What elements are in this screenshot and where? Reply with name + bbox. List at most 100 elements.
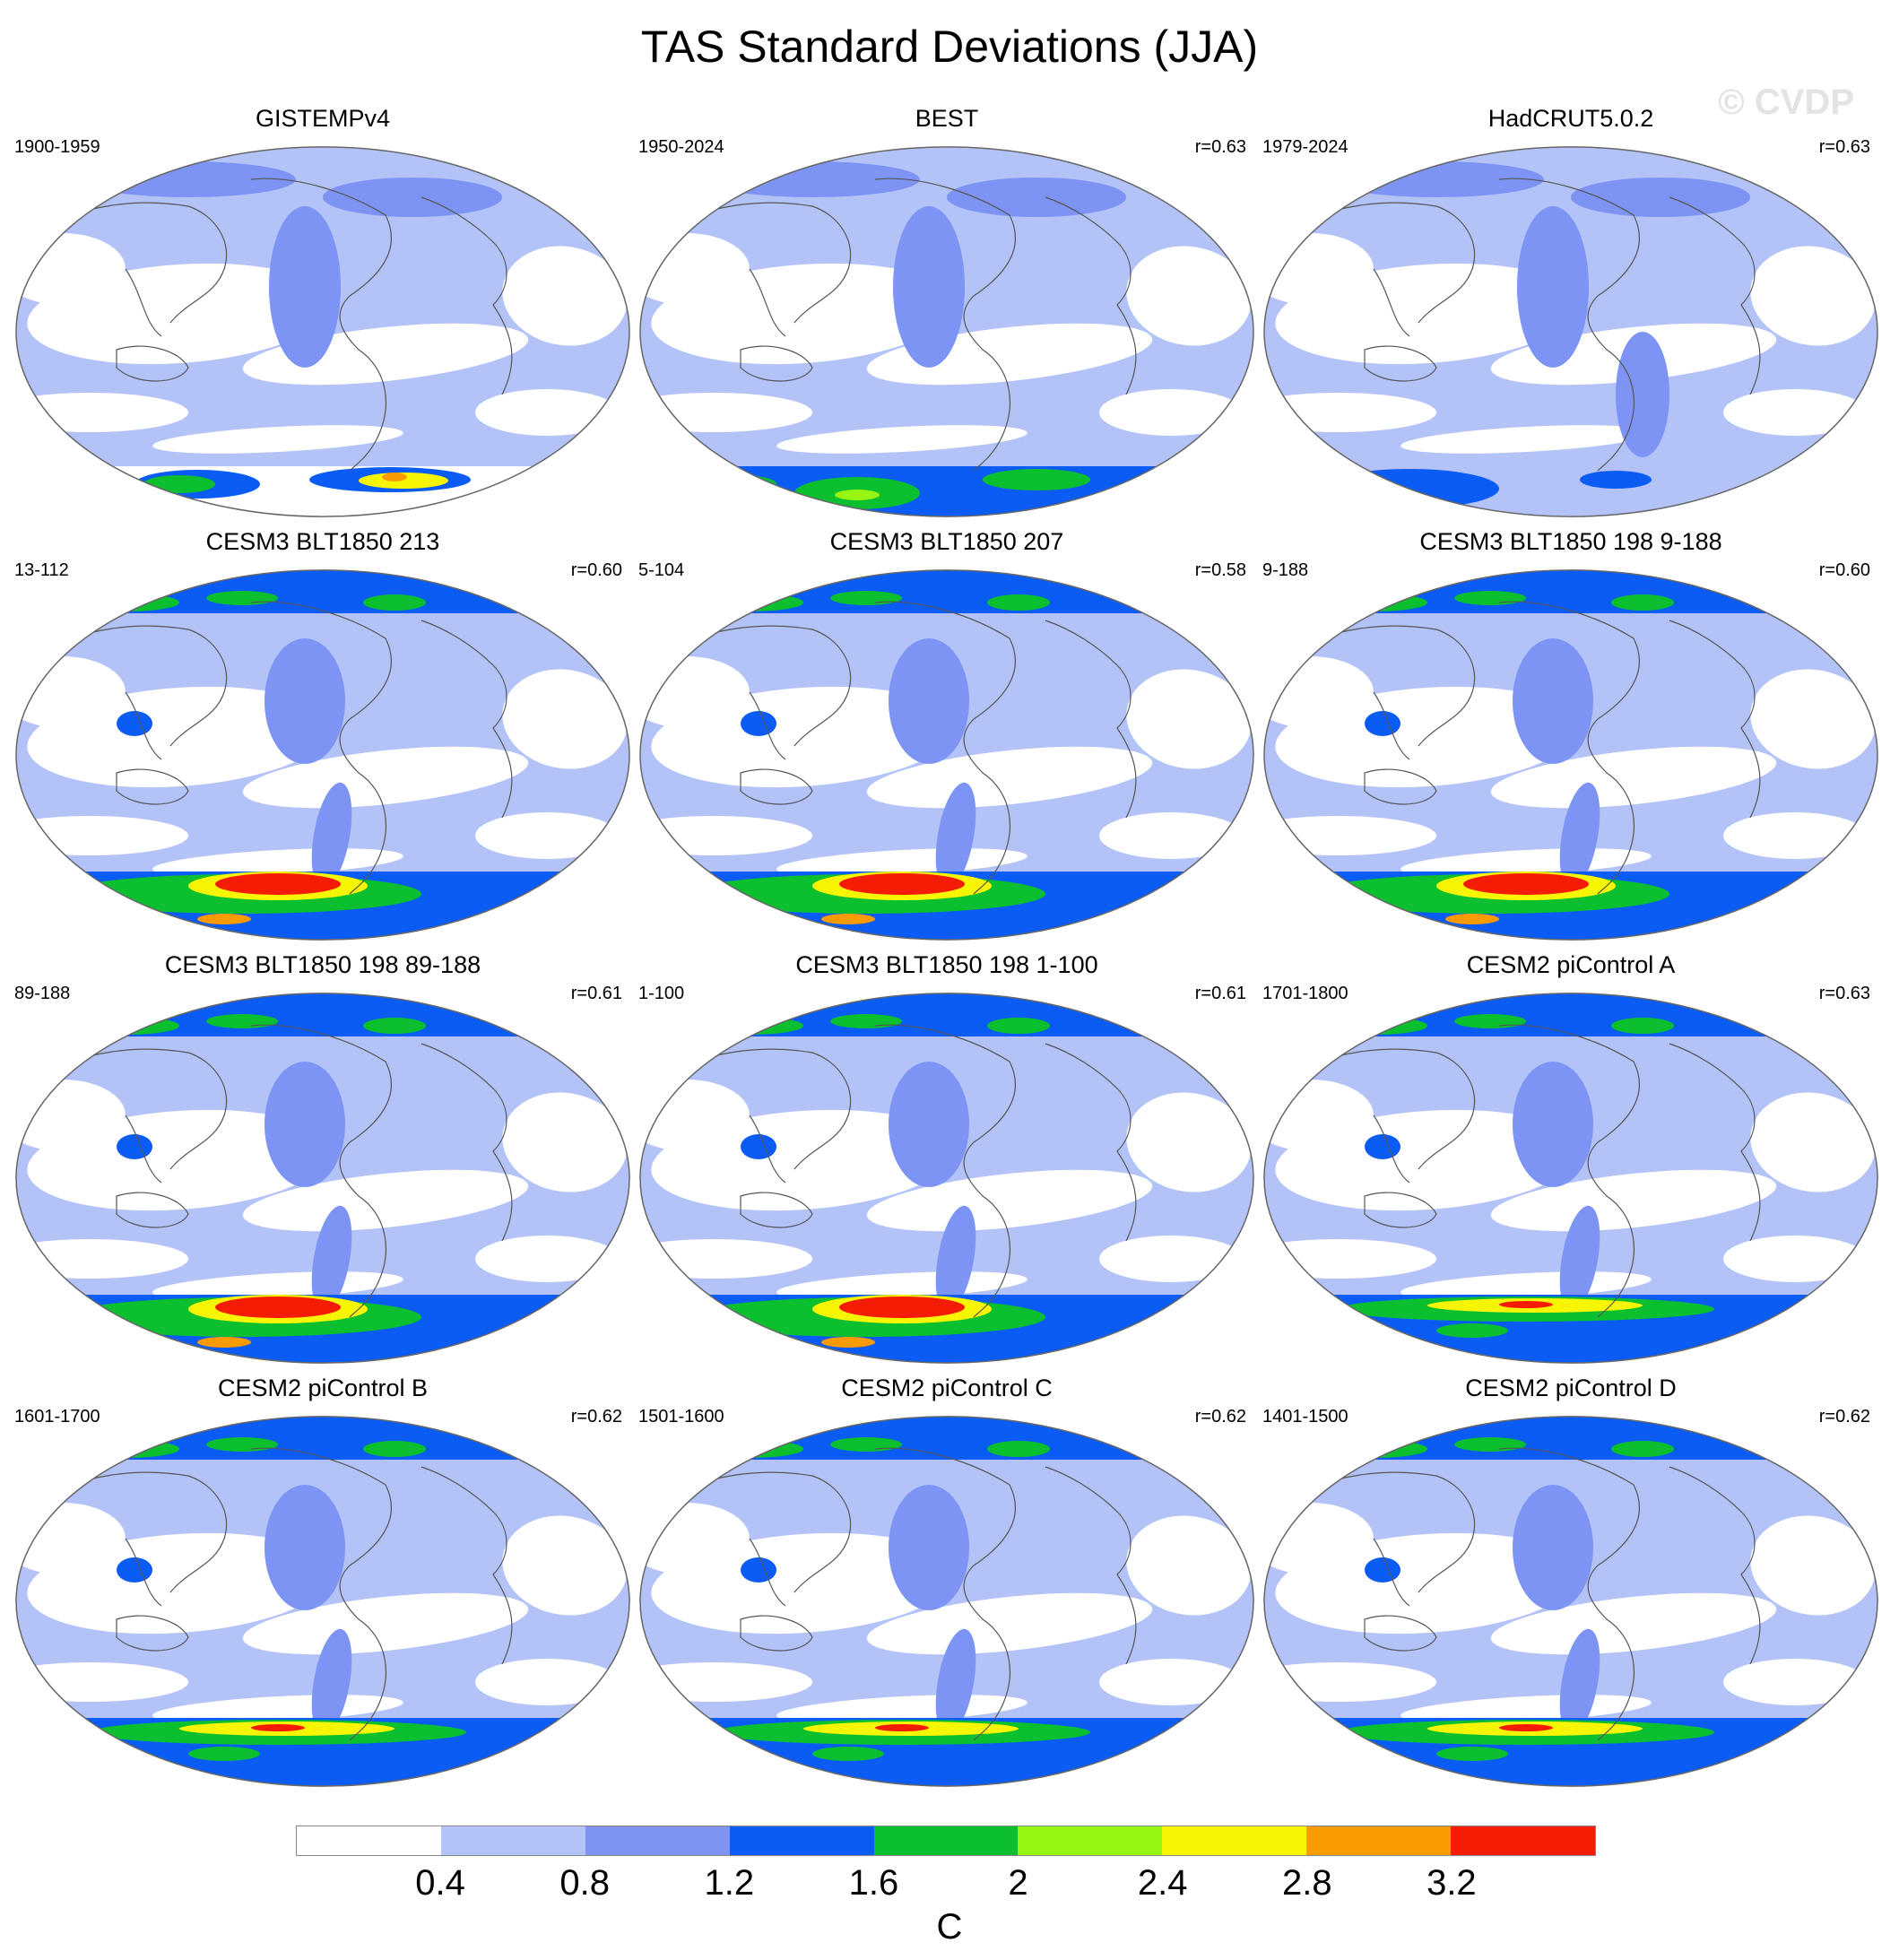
colorbar-swatch xyxy=(1451,1826,1596,1855)
arctic-variance xyxy=(987,1441,1050,1457)
map-panel: CESM2 piControl A 1701-1800 r=0.63 xyxy=(1257,950,1885,1372)
coastline xyxy=(44,1024,513,1318)
panel-correlation: r=0.60 xyxy=(1818,560,1870,580)
low-variance-zone xyxy=(1126,1092,1252,1192)
panel-title: CESM3 BLT1850 213 xyxy=(205,528,440,555)
panel-years: 1601-1700 xyxy=(14,1407,100,1427)
map-field xyxy=(15,146,630,517)
arctic-variance xyxy=(987,1018,1050,1034)
map-outline xyxy=(639,1416,1254,1787)
antarctic-variance xyxy=(1499,1301,1553,1308)
low-variance-zone xyxy=(776,425,1028,454)
arctic-variance xyxy=(15,993,630,1036)
antarctic-variance xyxy=(215,1297,341,1318)
low-variance-zone xyxy=(1099,812,1243,859)
asia-variance xyxy=(1365,1134,1400,1159)
colorbar-swatch xyxy=(440,1826,585,1855)
arctic-variance xyxy=(363,1018,426,1034)
panel-years: 1701-1800 xyxy=(1262,984,1348,1003)
panel-title: CESM2 piControl A xyxy=(1466,951,1676,978)
low-variance-zone xyxy=(502,246,628,346)
panel-years: 5-104 xyxy=(638,560,685,580)
panel-years: 1401-1500 xyxy=(1262,1407,1348,1427)
colorbar-tick-label: 3.2 xyxy=(1426,1863,1477,1903)
antarctic-variance xyxy=(143,475,215,493)
panel-years: 1501-1600 xyxy=(638,1407,724,1427)
coastline xyxy=(1292,601,1761,895)
world-map xyxy=(639,569,1254,941)
arctic-variance xyxy=(1611,594,1674,611)
arctic-variance xyxy=(363,1441,426,1457)
panel-correlation: r=0.62 xyxy=(570,1407,622,1427)
low-variance-zone xyxy=(152,425,403,454)
s-america-variance xyxy=(1559,1205,1600,1313)
colorbar-tick-label: 0.8 xyxy=(559,1863,611,1903)
panel-years: 89-188 xyxy=(14,984,71,1003)
colorbar-swatch xyxy=(585,1826,730,1855)
antarctic-variance xyxy=(1580,471,1652,489)
antarctic-variance xyxy=(251,1724,305,1731)
arctic-variance xyxy=(1571,178,1750,217)
map-field xyxy=(639,993,1254,1364)
colorbar-swatch xyxy=(873,1826,1019,1855)
s-america-variance xyxy=(1559,782,1600,889)
arctic-variance xyxy=(696,1440,803,1458)
asia-variance xyxy=(741,1557,776,1583)
map-panel: GISTEMPv4 1900-1959 xyxy=(9,104,637,525)
panel-title: GISTEMPv4 xyxy=(255,105,391,132)
asia-variance xyxy=(117,1557,152,1583)
antarctic-variance xyxy=(705,475,776,493)
antarctic-variance xyxy=(382,473,407,481)
low-variance-zone xyxy=(1750,669,1876,769)
antarctic-variance xyxy=(875,1724,929,1731)
low-variance-zone xyxy=(1099,389,1243,436)
map-outline xyxy=(639,993,1254,1364)
world-map xyxy=(1263,569,1878,941)
arctic-variance xyxy=(639,1416,1254,1460)
s-america-variance xyxy=(311,782,352,889)
panel-correlation: r=0.63 xyxy=(1818,137,1870,157)
panel-years: 1950-2024 xyxy=(638,137,724,157)
antarctic-variance xyxy=(821,1337,875,1348)
colorbar xyxy=(296,1826,1596,1856)
n-america-variance xyxy=(889,638,969,764)
asia-variance xyxy=(741,711,776,736)
n-america-variance xyxy=(264,1062,345,1187)
world-map xyxy=(639,146,1254,517)
arctic-variance xyxy=(206,1437,278,1452)
arctic-variance xyxy=(363,594,426,611)
map-panel: CESM3 BLT1850 207 5-104 r=0.58 xyxy=(633,527,1261,949)
arctic-variance xyxy=(1454,1437,1526,1452)
low-variance-zone xyxy=(1126,246,1252,346)
colorbar-tick-label: 2.4 xyxy=(1137,1863,1188,1903)
map-outline xyxy=(15,993,630,1364)
map-field xyxy=(639,1416,1254,1787)
n-america-variance xyxy=(893,206,965,368)
asia-variance xyxy=(117,711,152,736)
antarctic-variance xyxy=(839,873,965,895)
map-field xyxy=(15,1416,630,1787)
arctic-variance xyxy=(987,594,1050,611)
panel-years: 1900-1959 xyxy=(14,137,100,157)
arctic-variance xyxy=(1611,1441,1674,1457)
panel-title: CESM3 BLT1850 198 89-188 xyxy=(164,951,481,978)
panel-title: CESM2 piControl B xyxy=(217,1375,429,1401)
colorbar-swatch xyxy=(729,1826,874,1855)
asia-variance xyxy=(117,1134,152,1159)
arctic-variance xyxy=(1454,591,1526,605)
arctic-variance xyxy=(1454,1014,1526,1028)
arctic-variance xyxy=(72,1017,179,1035)
low-variance-zone xyxy=(1126,669,1252,769)
world-map xyxy=(1263,146,1878,517)
map-outline xyxy=(15,569,630,941)
world-map xyxy=(1263,993,1878,1364)
low-variance-zone xyxy=(475,1236,619,1282)
map-panel: CESM3 BLT1850 213 13-112 r=0.60 xyxy=(9,527,637,949)
low-variance-zone xyxy=(475,1659,619,1705)
world-map xyxy=(1263,1416,1878,1787)
low-variance-zone xyxy=(1723,812,1867,859)
arctic-variance xyxy=(696,594,803,611)
map-field xyxy=(1263,1416,1878,1787)
s-america-variance xyxy=(311,1628,352,1736)
arctic-variance xyxy=(323,178,502,217)
